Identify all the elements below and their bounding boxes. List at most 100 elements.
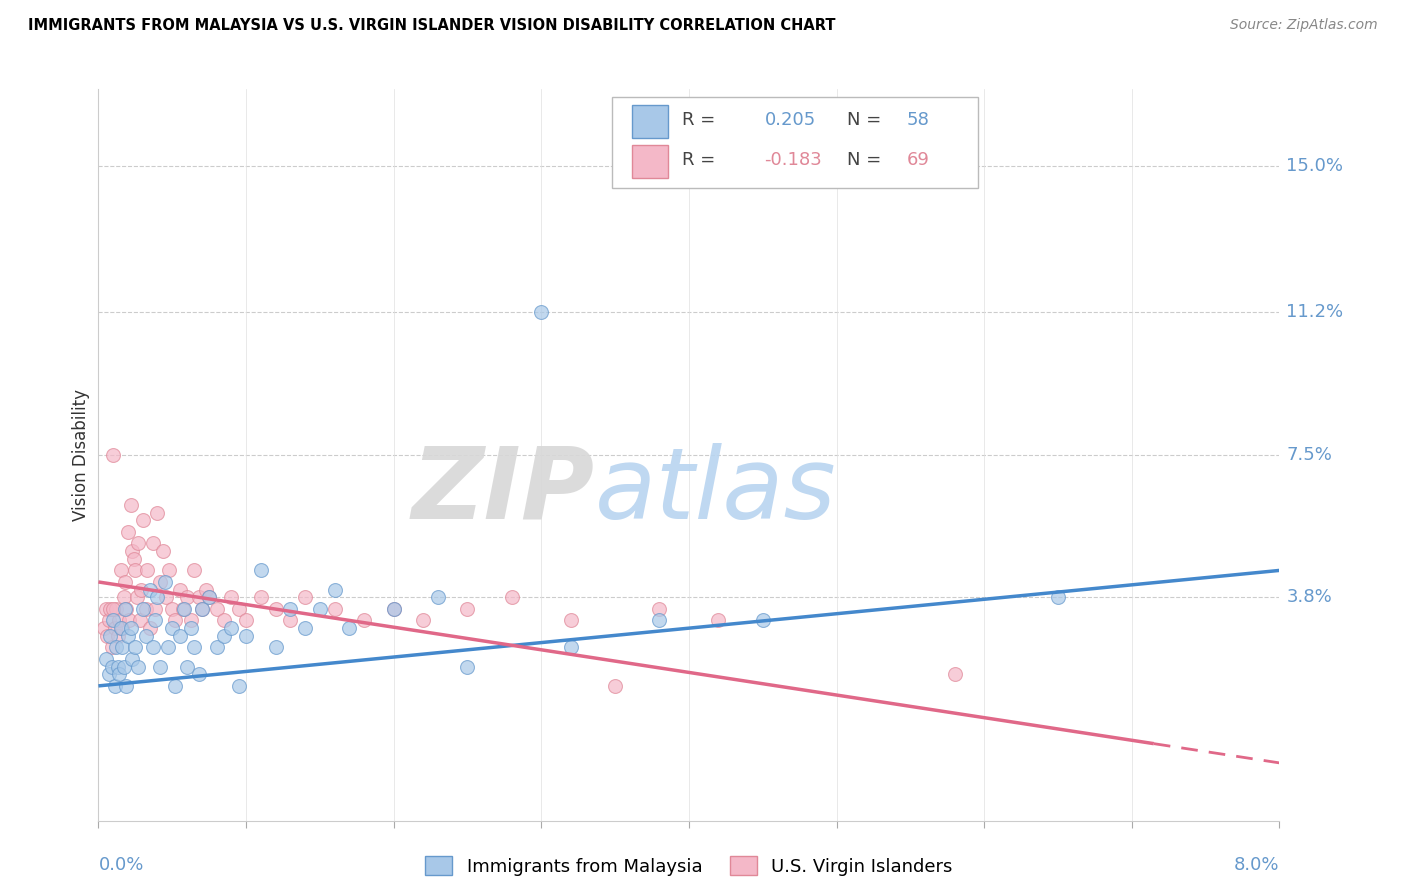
Point bbox=[124, 640, 146, 655]
Text: N =: N = bbox=[848, 111, 882, 128]
Point bbox=[250, 563, 273, 577]
Point bbox=[103, 448, 125, 462]
Point bbox=[187, 667, 209, 681]
Point bbox=[162, 602, 183, 616]
Text: Source: ZipAtlas.com: Source: ZipAtlas.com bbox=[1230, 18, 1378, 32]
Point bbox=[323, 602, 346, 616]
Point bbox=[124, 563, 146, 577]
Point bbox=[121, 652, 143, 666]
Point bbox=[382, 602, 405, 616]
Point bbox=[103, 602, 125, 616]
Point bbox=[172, 602, 194, 616]
Point bbox=[128, 614, 150, 628]
Point bbox=[169, 582, 191, 597]
Point bbox=[353, 614, 375, 628]
Point bbox=[1046, 591, 1069, 605]
Point bbox=[235, 629, 257, 643]
Text: 58: 58 bbox=[907, 111, 929, 128]
Point bbox=[190, 602, 214, 616]
Point bbox=[108, 667, 131, 681]
Point bbox=[648, 614, 671, 628]
Point bbox=[278, 602, 301, 616]
FancyBboxPatch shape bbox=[633, 145, 668, 178]
Text: 7.5%: 7.5% bbox=[1286, 446, 1333, 464]
Point bbox=[157, 563, 180, 577]
Point bbox=[94, 652, 117, 666]
Text: IMMIGRANTS FROM MALAYSIA VS U.S. VIRGIN ISLANDER VISION DISABILITY CORRELATION C: IMMIGRANTS FROM MALAYSIA VS U.S. VIRGIN … bbox=[28, 18, 835, 33]
Text: 15.0%: 15.0% bbox=[1286, 157, 1344, 175]
Point bbox=[110, 621, 132, 635]
Point bbox=[132, 513, 155, 527]
Point bbox=[117, 524, 139, 539]
Point bbox=[456, 602, 478, 616]
Text: N =: N = bbox=[848, 151, 882, 169]
Point bbox=[149, 574, 172, 589]
Text: 69: 69 bbox=[907, 151, 929, 169]
Point bbox=[139, 621, 162, 635]
Point bbox=[103, 614, 125, 628]
Point bbox=[219, 621, 242, 635]
Point bbox=[190, 602, 214, 616]
Point bbox=[308, 602, 332, 616]
Point bbox=[107, 659, 129, 673]
Point bbox=[142, 536, 165, 550]
Point bbox=[107, 629, 129, 643]
Point bbox=[212, 614, 235, 628]
Point bbox=[198, 591, 221, 605]
Point bbox=[112, 591, 135, 605]
Point bbox=[501, 591, 523, 605]
Point bbox=[152, 544, 174, 558]
Text: 11.2%: 11.2% bbox=[1286, 303, 1344, 321]
Point bbox=[94, 602, 117, 616]
Point bbox=[169, 629, 191, 643]
Point bbox=[104, 679, 127, 693]
Point bbox=[278, 614, 301, 628]
Point bbox=[183, 563, 205, 577]
Point bbox=[129, 582, 152, 597]
FancyBboxPatch shape bbox=[633, 105, 668, 138]
Point bbox=[112, 659, 135, 673]
Point bbox=[456, 659, 478, 673]
Point bbox=[707, 614, 730, 628]
Point bbox=[219, 591, 242, 605]
Point bbox=[105, 602, 128, 616]
Point bbox=[382, 602, 405, 616]
Point bbox=[117, 629, 139, 643]
Point bbox=[560, 614, 582, 628]
Point bbox=[187, 591, 209, 605]
FancyBboxPatch shape bbox=[612, 96, 979, 188]
Y-axis label: Vision Disability: Vision Disability bbox=[72, 389, 90, 521]
Point bbox=[104, 621, 127, 635]
Point bbox=[412, 614, 434, 628]
Point bbox=[127, 536, 149, 550]
Point bbox=[100, 659, 122, 673]
Point bbox=[111, 621, 134, 635]
Point bbox=[139, 582, 162, 597]
Point bbox=[114, 574, 136, 589]
Point bbox=[212, 629, 235, 643]
Point bbox=[337, 621, 360, 635]
Point bbox=[264, 640, 287, 655]
Point bbox=[648, 602, 671, 616]
Text: atlas: atlas bbox=[595, 443, 837, 540]
Text: 8.0%: 8.0% bbox=[1234, 856, 1279, 874]
Point bbox=[132, 602, 155, 616]
Point bbox=[120, 621, 142, 635]
Point bbox=[98, 602, 121, 616]
Point bbox=[114, 602, 136, 616]
Point bbox=[323, 582, 346, 597]
Text: 0.0%: 0.0% bbox=[98, 856, 143, 874]
Point bbox=[426, 591, 449, 605]
Point bbox=[143, 614, 166, 628]
Point bbox=[943, 667, 966, 681]
Point bbox=[173, 602, 195, 616]
Text: ZIP: ZIP bbox=[412, 443, 595, 540]
Point bbox=[751, 614, 773, 628]
Point bbox=[250, 591, 273, 605]
Point bbox=[110, 563, 132, 577]
Point bbox=[93, 621, 115, 635]
Point bbox=[98, 629, 121, 643]
Text: 0.205: 0.205 bbox=[765, 111, 815, 128]
Point bbox=[100, 640, 122, 655]
Point bbox=[605, 679, 627, 693]
